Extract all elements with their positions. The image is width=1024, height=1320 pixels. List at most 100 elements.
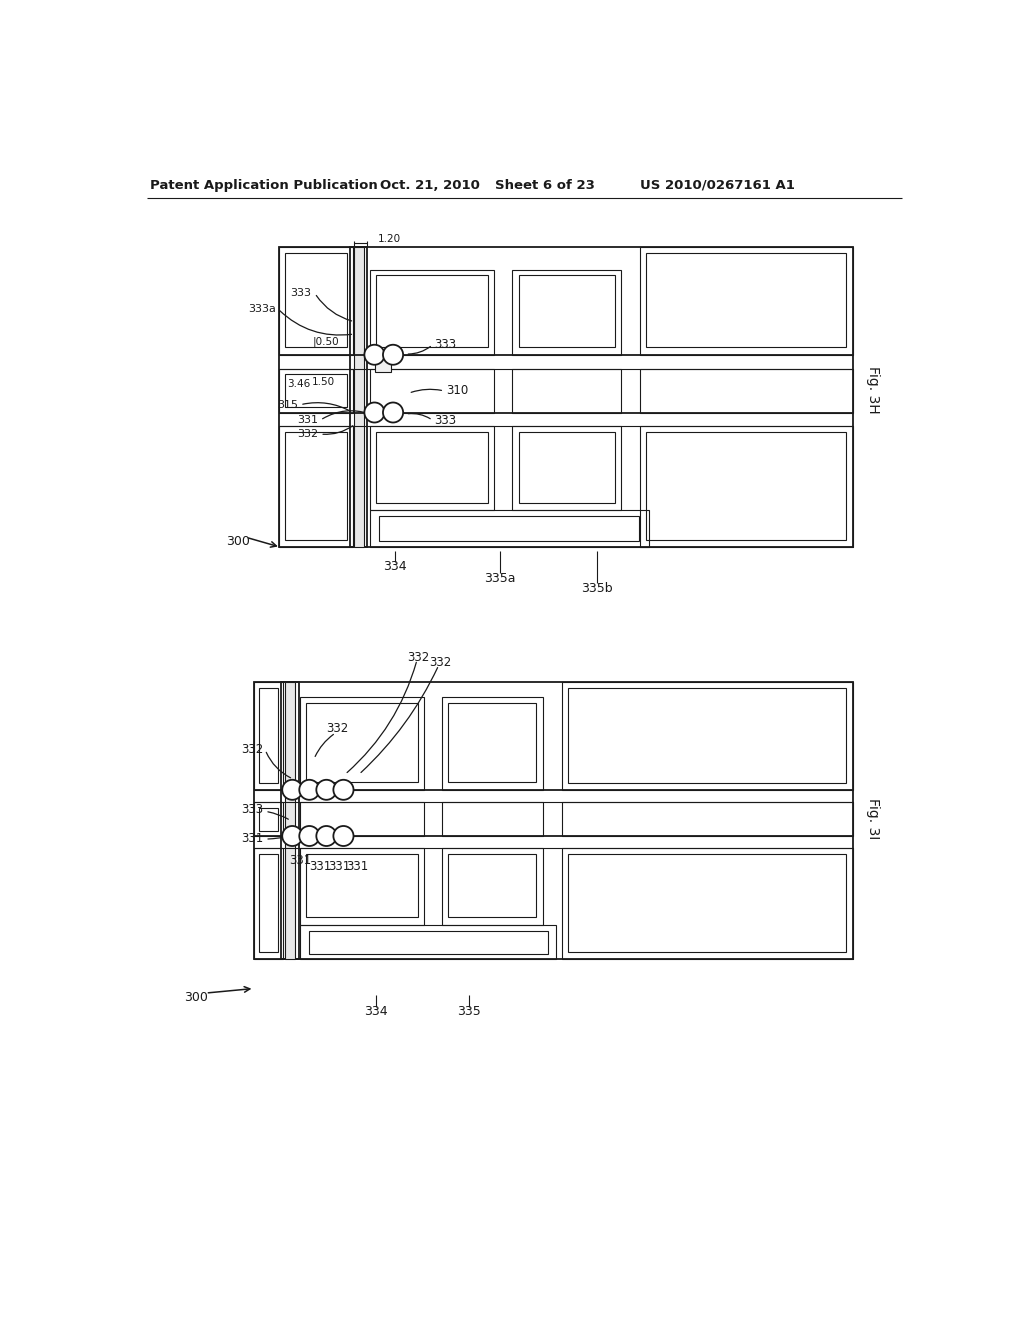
- Text: 1.50: 1.50: [311, 378, 335, 388]
- Circle shape: [299, 780, 319, 800]
- Bar: [379, 516, 639, 541]
- Bar: [518, 276, 614, 347]
- Circle shape: [334, 780, 353, 800]
- Text: Oct. 21, 2010: Oct. 21, 2010: [380, 178, 480, 191]
- Bar: [254, 682, 853, 960]
- Bar: [442, 803, 543, 836]
- Bar: [375, 358, 391, 372]
- Bar: [376, 276, 487, 347]
- Bar: [300, 803, 424, 836]
- Bar: [350, 247, 368, 548]
- Bar: [562, 803, 853, 836]
- Bar: [296, 785, 305, 793]
- Bar: [321, 785, 332, 795]
- Bar: [280, 247, 853, 548]
- Text: 332: 332: [408, 651, 430, 664]
- Circle shape: [383, 403, 403, 422]
- Text: Patent Application Publication: Patent Application Publication: [150, 178, 378, 191]
- Bar: [282, 682, 299, 960]
- Bar: [287, 785, 298, 795]
- Text: 331: 331: [289, 854, 311, 867]
- Text: 333: 333: [434, 338, 457, 351]
- Bar: [449, 702, 537, 781]
- Text: 332: 332: [242, 743, 263, 756]
- Bar: [306, 854, 418, 917]
- Bar: [280, 368, 352, 412]
- Text: 333a: 333a: [248, 304, 276, 314]
- Bar: [338, 832, 349, 840]
- Circle shape: [283, 780, 302, 800]
- Circle shape: [383, 345, 403, 364]
- Bar: [259, 854, 278, 952]
- Bar: [300, 924, 556, 960]
- Bar: [313, 785, 323, 793]
- Circle shape: [316, 826, 337, 846]
- Bar: [568, 688, 847, 783]
- Bar: [512, 425, 621, 511]
- Bar: [387, 348, 399, 362]
- Text: |0.50: |0.50: [312, 337, 339, 347]
- Text: 333: 333: [242, 803, 263, 816]
- Bar: [370, 368, 494, 412]
- Text: 332: 332: [297, 429, 317, 440]
- Bar: [313, 833, 323, 840]
- Text: 315: 315: [278, 400, 299, 409]
- Text: Fig. 3H: Fig. 3H: [865, 366, 880, 413]
- Bar: [353, 247, 365, 548]
- Bar: [280, 425, 352, 548]
- Text: 333: 333: [291, 288, 311, 298]
- Bar: [640, 368, 853, 412]
- Bar: [254, 847, 283, 960]
- Circle shape: [283, 826, 302, 846]
- Text: 332: 332: [326, 722, 348, 735]
- Bar: [370, 271, 494, 355]
- Bar: [646, 253, 847, 347]
- Bar: [640, 425, 853, 548]
- Text: 335b: 335b: [581, 582, 612, 594]
- Bar: [640, 247, 853, 355]
- Bar: [338, 785, 349, 795]
- Bar: [309, 931, 548, 954]
- Text: 300: 300: [225, 536, 250, 548]
- Text: 310: 310: [445, 384, 468, 397]
- Bar: [280, 247, 352, 355]
- Text: 300: 300: [183, 991, 208, 1005]
- Text: 331: 331: [242, 832, 263, 845]
- Text: 1.20: 1.20: [378, 234, 400, 244]
- Bar: [449, 854, 537, 917]
- Text: 331: 331: [309, 861, 332, 874]
- Circle shape: [334, 826, 353, 846]
- Circle shape: [365, 403, 385, 422]
- Bar: [300, 847, 424, 924]
- Bar: [442, 847, 543, 924]
- Text: 334: 334: [365, 1005, 388, 1018]
- Text: 335: 335: [457, 1005, 481, 1018]
- Bar: [285, 682, 295, 960]
- Circle shape: [299, 826, 319, 846]
- Bar: [304, 832, 314, 840]
- Bar: [442, 697, 543, 789]
- Text: Sheet 6 of 23: Sheet 6 of 23: [495, 178, 595, 191]
- Circle shape: [316, 780, 337, 800]
- Text: 331: 331: [328, 861, 350, 874]
- Bar: [562, 847, 853, 960]
- Bar: [518, 432, 614, 503]
- Bar: [568, 854, 847, 952]
- Bar: [387, 405, 399, 420]
- Bar: [259, 808, 278, 830]
- Text: 3.46: 3.46: [287, 379, 310, 389]
- Text: US 2010/0267161 A1: US 2010/0267161 A1: [640, 178, 795, 191]
- Text: 332: 332: [429, 656, 452, 669]
- Bar: [259, 688, 278, 783]
- Bar: [331, 785, 340, 793]
- Bar: [646, 432, 847, 540]
- Bar: [286, 374, 346, 407]
- Text: 331: 331: [297, 416, 317, 425]
- Bar: [376, 432, 487, 503]
- Bar: [369, 405, 381, 420]
- Bar: [286, 253, 346, 347]
- Bar: [512, 368, 621, 412]
- Bar: [370, 425, 494, 511]
- Circle shape: [365, 345, 385, 364]
- Bar: [254, 682, 283, 789]
